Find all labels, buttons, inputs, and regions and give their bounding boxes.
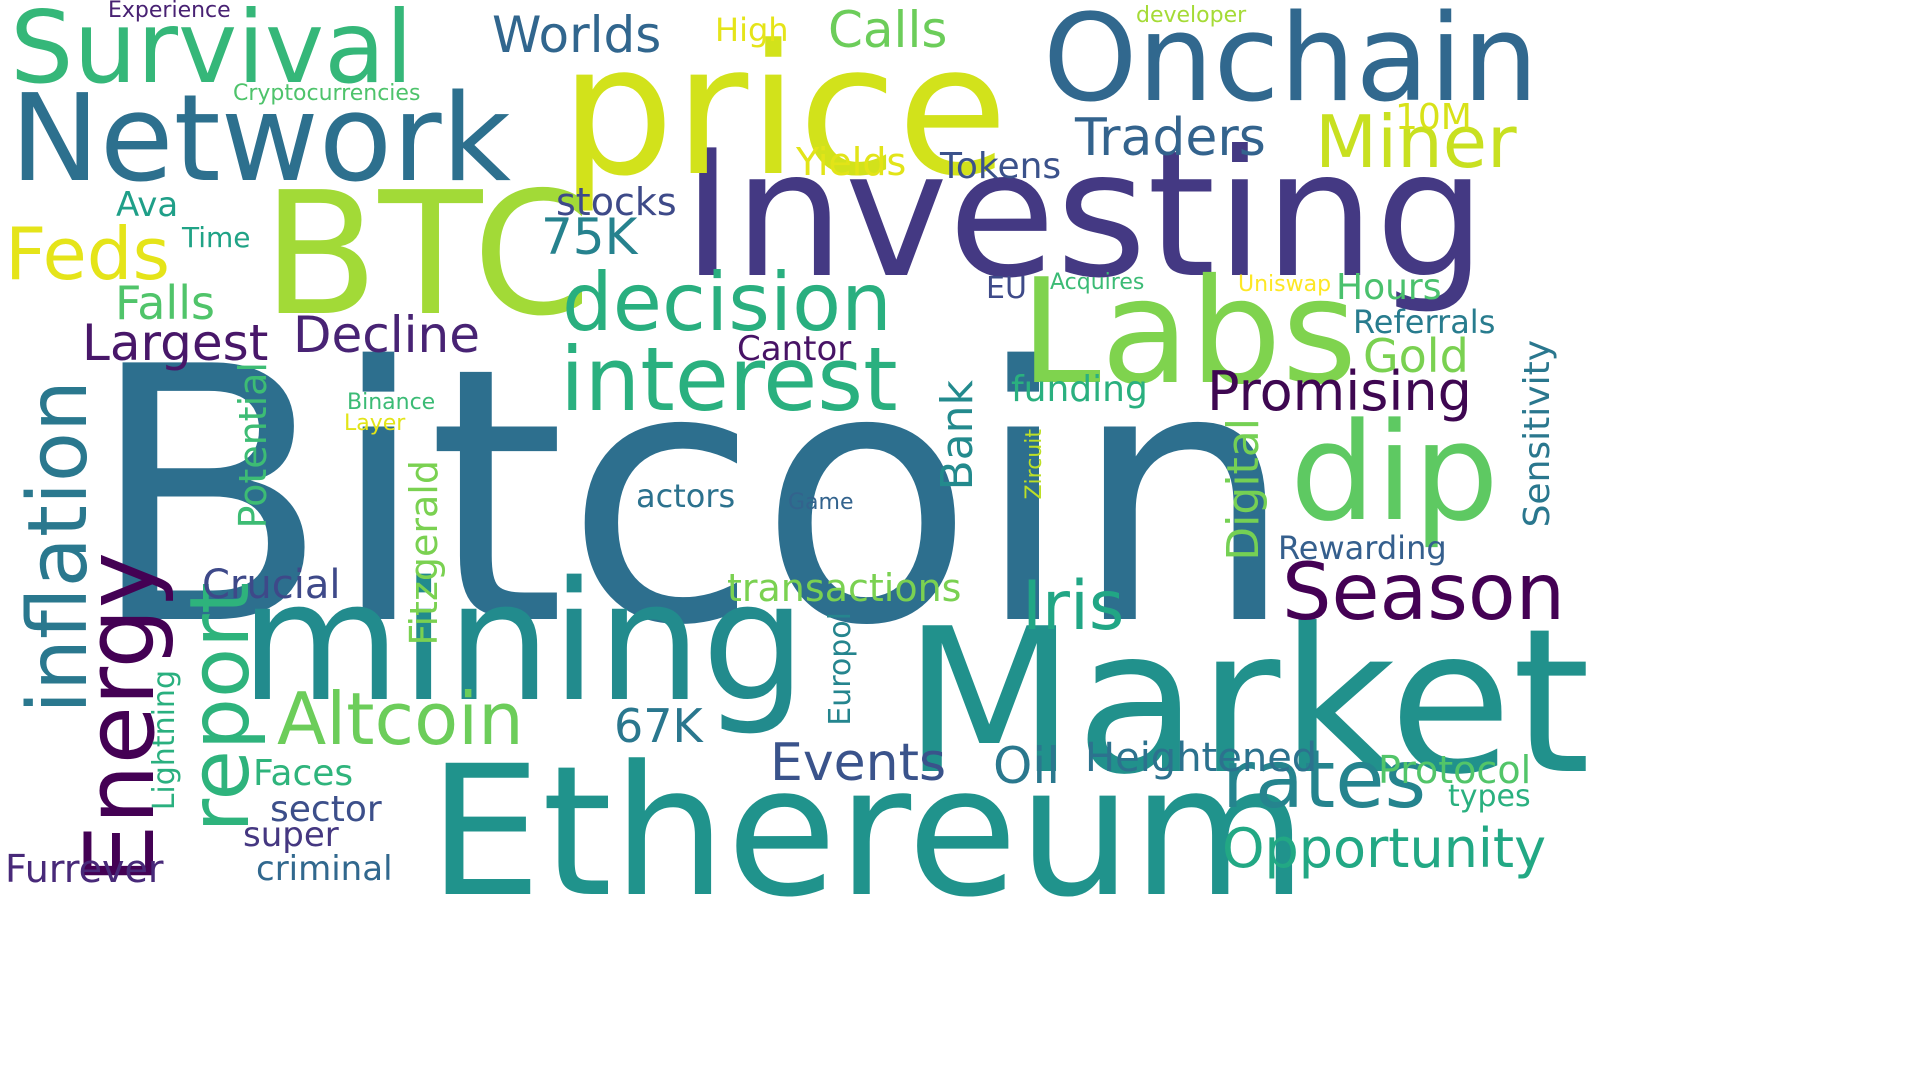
word-altcoin: Altcoin: [277, 677, 524, 761]
word-super: super: [243, 815, 339, 855]
word-sensitivity: Sensitivity: [1517, 340, 1558, 528]
word-europol: Europol: [823, 612, 858, 726]
word-gold: Gold: [1363, 329, 1469, 383]
word-high: High: [715, 11, 789, 49]
word-types: types: [1448, 779, 1531, 814]
word-eu: EU: [986, 271, 1027, 306]
word-miner: Miner: [1315, 100, 1517, 184]
word-criminal: criminal: [256, 849, 393, 889]
word-transactions: transactions: [727, 566, 962, 610]
word-hours: Hours: [1336, 267, 1442, 308]
word-btc: BTC: [262, 156, 592, 354]
word-report: report: [173, 582, 268, 833]
word-iris: Iris: [1022, 567, 1125, 646]
word-bank: Bank: [932, 380, 983, 491]
word-fitzgerald: Fitzgerald: [402, 460, 446, 646]
word-zircuit: Zircuit: [1022, 429, 1047, 500]
word-referrals: Referrals: [1353, 303, 1496, 341]
word-traders: Traders: [1075, 108, 1266, 168]
word-market: Market: [903, 586, 1591, 819]
word-time: Time: [182, 221, 251, 254]
word-decline: Decline: [293, 306, 480, 364]
word-calls: Calls: [828, 1, 948, 59]
word-actors: actors: [636, 477, 736, 515]
word-labs: Labs: [1020, 248, 1358, 417]
word-largest: Largest: [82, 314, 269, 372]
word-oil: Oil: [993, 737, 1061, 795]
word-feds: Feds: [5, 212, 170, 296]
word-game: Game: [788, 490, 854, 515]
word-ava: Ava: [116, 185, 179, 225]
word-potential: Potential: [231, 362, 275, 529]
word-falls: Falls: [115, 276, 215, 330]
word-rates: rates: [1222, 733, 1427, 826]
word-season: Season: [1282, 548, 1566, 638]
word-survival: Survival: [10, 0, 414, 106]
word-protocol: Protocol: [1378, 748, 1532, 792]
word-digital: Digital: [1218, 418, 1269, 561]
word-lightning: Lightning: [147, 670, 182, 811]
word-bitcoin: Bitcoin: [88, 293, 1296, 703]
word-tokens: Tokens: [940, 146, 1062, 187]
word-yields: Yields: [796, 140, 907, 184]
word-worlds: Worlds: [492, 6, 662, 64]
word-furrever: Furrever: [5, 847, 164, 891]
word-rewarding: Rewarding: [1278, 529, 1447, 567]
word-funding: funding: [1011, 369, 1148, 410]
word-interest: interest: [560, 328, 898, 431]
word-ethereum: Ethereum: [428, 728, 1308, 937]
word-acquires: Acquires: [1050, 270, 1145, 295]
word-developer: developer: [1136, 3, 1247, 28]
word-crucial: Crucial: [202, 562, 341, 608]
word-price: price: [560, 7, 1008, 216]
word-opportunity: Opportunity: [1222, 817, 1547, 880]
word-uniswap: Uniswap: [1238, 272, 1332, 297]
word-mining: mining: [240, 546, 807, 738]
word-heightened: Heightened: [1085, 735, 1318, 781]
word-layer: Layer: [344, 411, 406, 436]
word-stocks: stocks: [556, 180, 677, 224]
word-decision: decision: [562, 256, 892, 349]
word-experience: Experience: [108, 0, 231, 23]
word-cantor: Cantor: [737, 329, 852, 369]
word-10m: 10M: [1395, 97, 1472, 138]
word-75k: 75K: [541, 208, 638, 266]
word-network: Network: [10, 70, 512, 209]
word-sector: sector: [270, 789, 382, 830]
word-67k: 67K: [614, 699, 703, 753]
word-investing: Investing: [682, 114, 1487, 317]
word-binance: Binance: [347, 390, 436, 415]
word-cryptocurrencies: Cryptocurrencies: [233, 81, 421, 106]
word-dip: dip: [1290, 394, 1499, 551]
word-events: Events: [770, 733, 947, 793]
word-promising: Promising: [1207, 360, 1472, 423]
word-faces: Faces: [253, 753, 354, 794]
word-onchain: Onchain: [1043, 0, 1539, 129]
